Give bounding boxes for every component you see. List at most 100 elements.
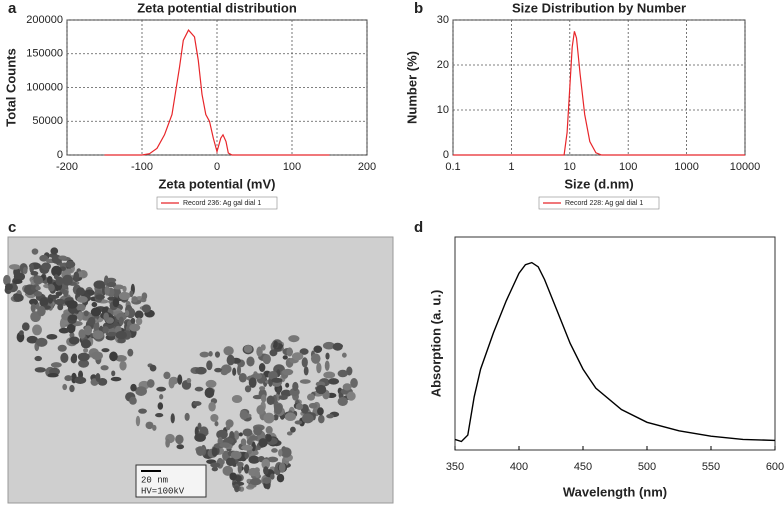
particle [322, 341, 335, 350]
particle [157, 402, 164, 410]
particle [239, 410, 249, 420]
particle [233, 430, 240, 441]
particle [291, 352, 304, 361]
particle [35, 337, 48, 347]
particle [315, 384, 327, 395]
particle [95, 372, 101, 382]
particle [258, 438, 268, 448]
particle [324, 360, 330, 371]
particle [62, 274, 73, 286]
particle [220, 369, 229, 376]
particle [214, 351, 221, 358]
particle [253, 450, 259, 456]
particle [205, 379, 217, 388]
particle [62, 383, 68, 391]
particle [31, 248, 39, 255]
y-tick-label: 150000 [26, 48, 63, 60]
y-tick-label: 50000 [32, 115, 63, 127]
particle [13, 293, 24, 302]
particle [129, 396, 137, 405]
particle [246, 356, 255, 367]
particle [310, 353, 321, 364]
particle [243, 464, 250, 474]
particle [58, 327, 70, 334]
particle [267, 371, 278, 380]
particle [175, 434, 184, 445]
particle [103, 312, 109, 321]
particle [77, 311, 83, 322]
particle [219, 442, 231, 448]
particle [195, 366, 207, 375]
particle [216, 429, 228, 440]
particle [60, 352, 69, 364]
particle [262, 477, 272, 484]
particle [238, 432, 243, 437]
particle [280, 447, 292, 458]
particle [270, 473, 275, 480]
particle [273, 340, 278, 348]
particle [301, 357, 308, 368]
particle [278, 462, 286, 473]
x-tick-label: 600 [766, 461, 784, 473]
particle [350, 378, 358, 388]
x-axis-label: Wavelength (nm) [563, 484, 667, 499]
particle [76, 295, 88, 303]
particle [206, 360, 213, 371]
y-tick-label: 100000 [26, 81, 63, 93]
particle [33, 291, 43, 297]
particle [299, 379, 311, 384]
particle [3, 274, 11, 286]
particle [294, 420, 303, 425]
particle [266, 395, 275, 405]
particle [263, 412, 275, 424]
particle [240, 438, 247, 446]
particle [78, 329, 86, 339]
particle [101, 348, 110, 353]
particle [222, 465, 234, 476]
particle [91, 302, 98, 308]
plot-frame [452, 19, 746, 156]
particle [256, 405, 265, 415]
particle [265, 426, 273, 435]
particle [271, 377, 283, 383]
particle [317, 407, 324, 416]
plot-frame [454, 236, 776, 451]
particle [248, 377, 257, 388]
particle [286, 347, 293, 357]
particle [226, 354, 235, 366]
particle [57, 344, 67, 352]
particle [70, 354, 78, 364]
particle [281, 368, 294, 376]
particle [63, 289, 69, 298]
particle [316, 362, 322, 374]
particle [109, 351, 118, 362]
particle [223, 346, 234, 356]
particle [214, 367, 223, 373]
particle [119, 360, 127, 371]
particle [225, 457, 236, 467]
x-tick-label: 0.1 [445, 161, 460, 173]
particle [259, 386, 266, 391]
particle [26, 335, 38, 344]
particle [292, 381, 299, 392]
particle [229, 472, 237, 481]
particle [146, 379, 155, 388]
particle [225, 419, 234, 428]
particle [266, 434, 272, 442]
y-tick-label: 0 [443, 149, 449, 161]
particle [155, 413, 164, 418]
x-tick-label: 1 [508, 161, 514, 173]
particle [288, 335, 300, 343]
x-tick-label: 500 [638, 461, 656, 473]
particle [100, 365, 109, 371]
particle [65, 260, 76, 269]
particle [111, 370, 116, 377]
panel-label: a [8, 0, 17, 17]
particle [163, 371, 171, 380]
particle [68, 314, 78, 321]
particle [232, 367, 237, 376]
x-tick-label: 400 [510, 461, 528, 473]
particle [73, 271, 80, 283]
particle [50, 362, 62, 368]
y-tick-label: 20 [437, 59, 449, 71]
